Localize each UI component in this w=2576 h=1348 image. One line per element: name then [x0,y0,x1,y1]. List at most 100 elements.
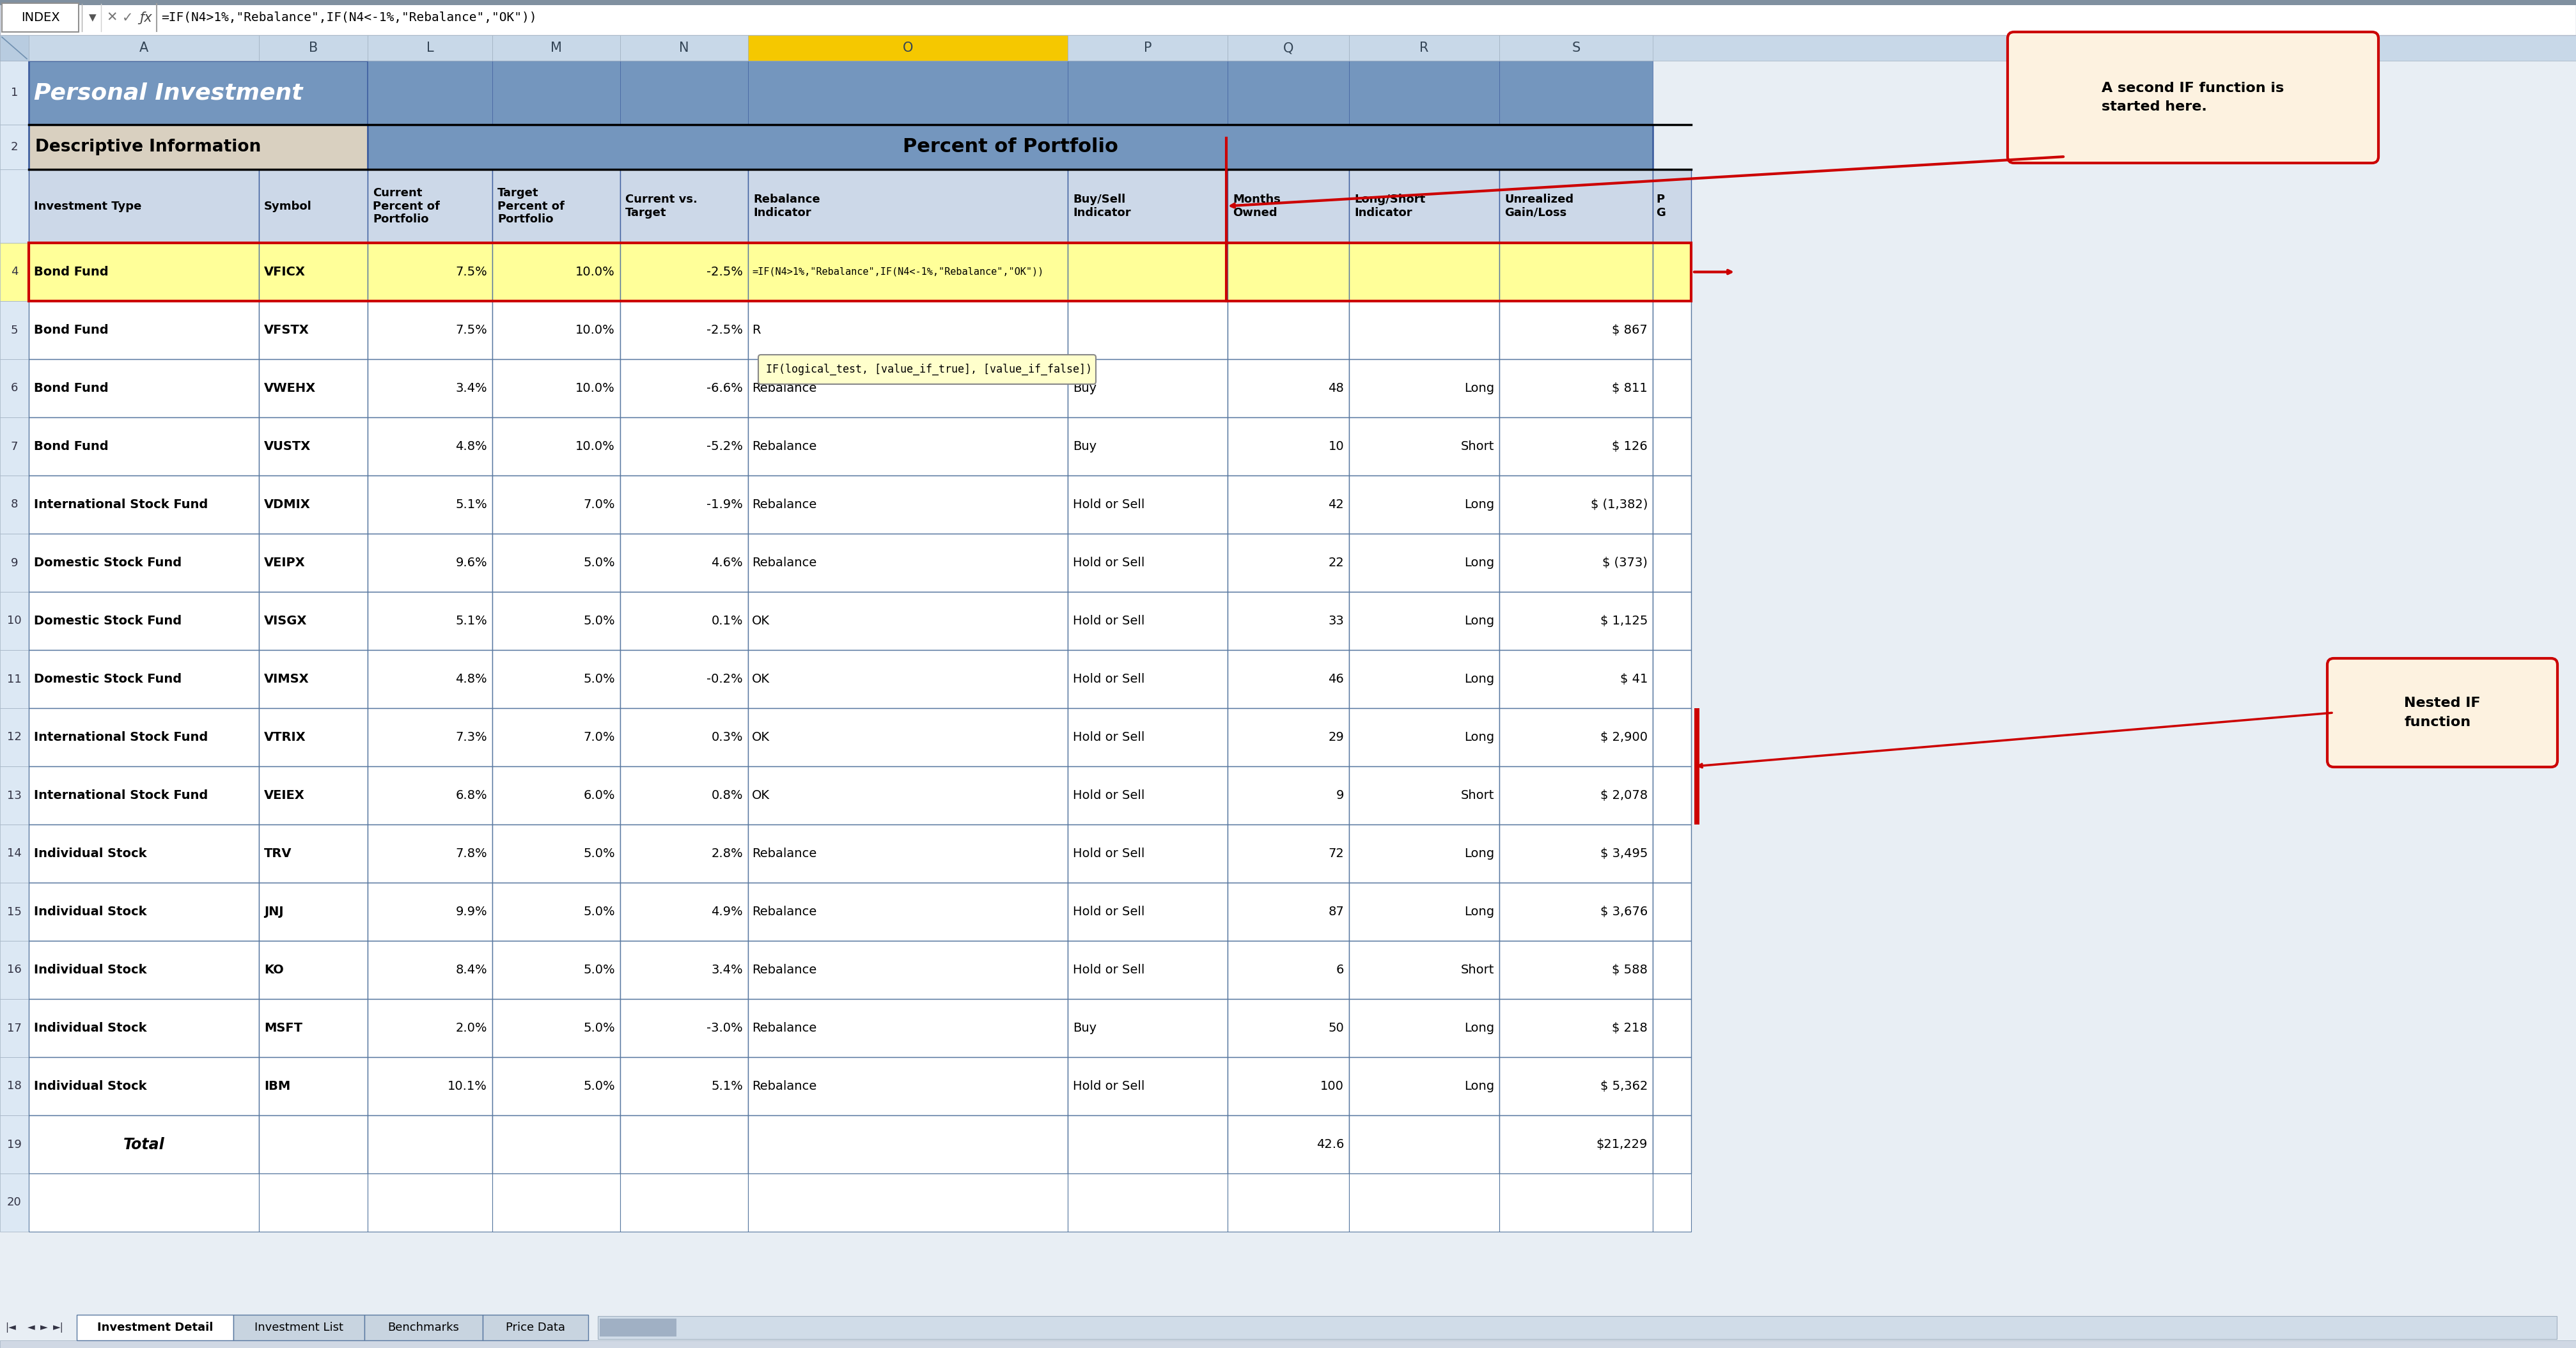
Bar [1066,35,1229,61]
Text: 6.0%: 6.0% [582,790,616,802]
Bar [1350,1057,1499,1115]
Bar [0,35,2576,61]
Text: O: O [902,42,912,54]
Bar [492,592,621,650]
Text: 29: 29 [1329,731,1345,743]
Bar [747,592,1066,650]
Text: Personal Investment: Personal Investment [33,82,304,104]
Bar [747,476,1066,534]
Bar [600,1318,677,1336]
Text: 4.6%: 4.6% [711,557,742,569]
Bar [1066,883,1229,941]
Text: 8: 8 [10,499,18,511]
Text: VIMSX: VIMSX [265,673,309,685]
Text: 10.0%: 10.0% [574,383,616,395]
Bar [492,534,621,592]
Text: OK: OK [752,673,770,685]
Bar [1654,359,1690,418]
Text: -1.9%: -1.9% [706,499,742,511]
Text: ✓: ✓ [121,11,134,24]
Bar [1066,825,1229,883]
Text: -2.5%: -2.5% [706,266,742,278]
Bar [1654,418,1690,476]
Text: Current vs.
Target: Current vs. Target [626,194,698,218]
Text: JNJ: JNJ [265,906,283,918]
Bar [1654,767,1690,825]
Text: Short: Short [1461,790,1494,802]
Bar [1654,1115,1690,1174]
Bar [492,825,621,883]
Bar [492,61,621,124]
Bar [621,359,747,418]
Bar [1066,170,1229,243]
Bar [260,359,368,418]
Text: 5.0%: 5.0% [582,1022,616,1034]
Bar [1229,243,1350,301]
Bar [1066,61,1229,124]
Bar [1229,999,1350,1057]
Text: M: M [551,42,562,54]
Bar [747,650,1066,708]
Bar [747,825,1066,883]
Text: ◄: ◄ [28,1322,36,1332]
Bar [492,708,621,767]
Text: 7.3%: 7.3% [456,731,487,743]
Bar [28,592,260,650]
Text: $ 811: $ 811 [1613,383,1649,395]
Bar [260,35,368,61]
Bar [747,708,1066,767]
Bar [1066,708,1229,767]
Bar [1350,592,1499,650]
Bar [1499,1057,1654,1115]
Text: Benchmarks: Benchmarks [389,1322,459,1333]
Bar [1499,476,1654,534]
Bar [368,61,492,124]
Bar [368,941,492,999]
Text: 48: 48 [1329,383,1345,395]
Bar [0,708,28,767]
Bar [747,301,1066,359]
Bar [368,767,492,825]
Bar [1350,534,1499,592]
Bar [1229,767,1350,825]
Bar [368,124,1654,170]
Bar [621,825,747,883]
Bar [1499,359,1654,418]
Text: MSFT: MSFT [265,1022,301,1034]
Bar [1499,243,1654,301]
Bar [368,999,492,1057]
Text: 16: 16 [8,964,21,976]
Bar [368,825,492,883]
Text: Months
Owned: Months Owned [1234,194,1280,218]
Bar [621,243,747,301]
Bar [368,650,492,708]
Bar [0,1174,28,1232]
Text: 2.0%: 2.0% [456,1022,487,1034]
Text: Long: Long [1463,906,1494,918]
Text: VUSTX: VUSTX [265,441,312,453]
Text: 50: 50 [1329,1022,1345,1034]
Text: Hold or Sell: Hold or Sell [1072,848,1144,860]
Bar [28,301,260,359]
Bar [28,999,260,1057]
Text: Long: Long [1463,673,1494,685]
Text: Bond Fund: Bond Fund [33,441,108,453]
Bar [621,708,747,767]
Bar [1350,476,1499,534]
Text: Buy: Buy [1072,1022,1097,1034]
Text: 14: 14 [8,848,21,860]
Bar [1350,1115,1499,1174]
Text: 12: 12 [8,732,21,743]
Text: Rebalance: Rebalance [752,848,817,860]
Bar [260,418,368,476]
Bar [1350,170,1499,243]
Text: 6: 6 [1337,964,1345,976]
Text: =IF(N4>1%,"Rebalance",IF(N4<-1%,"Rebalance","OK")): =IF(N4>1%,"Rebalance",IF(N4<-1%,"Rebalan… [162,12,536,24]
Bar [1654,243,1690,301]
Bar [1350,708,1499,767]
Bar [747,1174,1066,1232]
Text: 4.9%: 4.9% [711,906,742,918]
Bar [1350,1174,1499,1232]
Text: VISGX: VISGX [265,615,307,627]
Text: 9: 9 [1337,790,1345,802]
